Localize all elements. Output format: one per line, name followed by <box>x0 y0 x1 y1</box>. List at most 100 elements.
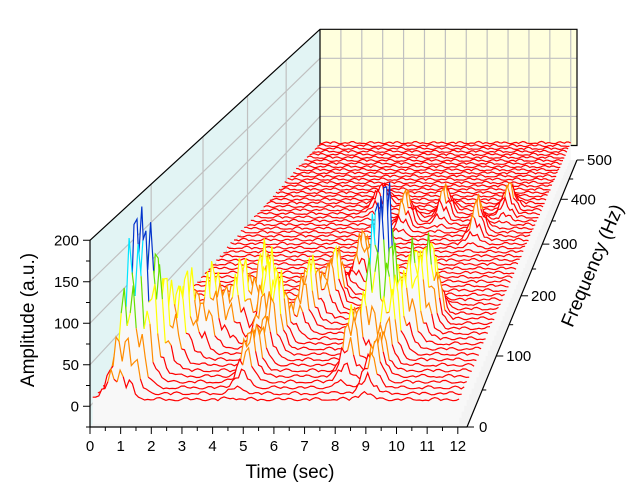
spectrum-segment <box>473 218 529 242</box>
spectrum-segment <box>439 297 493 326</box>
spectrum-segment <box>347 337 355 355</box>
spectrum-segment <box>306 155 565 160</box>
spectrum-segment <box>420 310 425 324</box>
x-tick-label: 3 <box>178 438 186 455</box>
spectrum-segment <box>332 245 340 279</box>
x-tick-label: 2 <box>147 438 155 455</box>
spectrum-segment <box>353 250 360 265</box>
spectrum-segment <box>480 208 533 234</box>
spectrum-segment <box>380 296 387 323</box>
spectrum-segment <box>209 290 220 319</box>
spectrum-segment <box>139 371 462 396</box>
spectrum-segment <box>371 271 376 293</box>
spectrum-segment <box>431 313 488 336</box>
spectrum-segment <box>240 208 477 234</box>
spectrum-segment <box>312 149 568 154</box>
spectrum-segment <box>445 196 539 219</box>
spectrum-segment <box>428 285 438 314</box>
spectrum-segment <box>304 158 564 163</box>
x-tick-label: 5 <box>239 438 247 455</box>
x-axis-title: Time (sec) <box>245 462 334 483</box>
y-tick-label: 150 <box>54 274 79 291</box>
spectrum-segment <box>122 376 460 402</box>
spectrum-segment <box>168 279 175 306</box>
spectrum-segment <box>512 197 542 212</box>
y-tick-label: 0 <box>71 398 79 415</box>
spectrum-segment <box>265 347 346 367</box>
spectrum-segment <box>208 260 218 303</box>
spectrum-segment <box>251 352 372 384</box>
spectrum-segment <box>269 331 353 362</box>
spectrum-segment <box>406 321 482 351</box>
spectrum-segment <box>272 189 548 198</box>
spectrum-segment <box>164 340 172 346</box>
spectrum-segment <box>189 316 200 333</box>
spectrum-segment <box>309 152 566 157</box>
spectrum-segment <box>173 304 178 319</box>
spectrum-segment <box>508 192 541 216</box>
y-axis-title: Amplitude (a.u.) <box>18 253 39 387</box>
spectrum-segment <box>423 322 486 341</box>
spectrum-segment <box>140 276 145 329</box>
spectrum-segment <box>436 313 491 331</box>
spectrum-segment <box>244 298 254 313</box>
spectrum-segment <box>359 291 367 319</box>
x-tick-label: 9 <box>362 438 370 455</box>
spectrum-segment <box>321 288 325 291</box>
spectrum-segment <box>311 290 316 308</box>
spectrum-segment <box>157 333 162 357</box>
spectrum-segment <box>142 230 150 303</box>
spectrum-segment <box>388 288 396 320</box>
spectrum-segment <box>440 288 499 311</box>
spectrum-segment <box>306 257 313 291</box>
wall-outline <box>89 28 578 241</box>
z-tick-label: 100 <box>506 348 531 365</box>
spectrum-segment <box>441 288 497 316</box>
spectrum-fill <box>113 219 470 400</box>
spectrum-segment <box>430 264 435 281</box>
spectrum-segment <box>314 146 569 151</box>
spectrum-segment <box>370 336 381 362</box>
spectrum-segment <box>319 140 571 145</box>
spectrum-segment <box>379 361 467 384</box>
spectrum-segment <box>240 327 257 359</box>
spectrum-segment <box>129 285 137 329</box>
spectrum-segment <box>242 346 253 367</box>
z-axis-line <box>466 159 578 428</box>
z-tick-label: 200 <box>531 288 556 305</box>
spectrum-segment <box>147 367 368 390</box>
spectrum-segment <box>113 378 118 383</box>
y-tick-label: 50 <box>62 357 79 374</box>
spectrum-segment <box>438 187 447 207</box>
x-tick-label: 10 <box>388 438 405 455</box>
spectrum-segment <box>149 324 154 363</box>
x-tick-label: 11 <box>419 438 435 455</box>
spectrum-segment <box>107 367 115 382</box>
spectrum-segment <box>301 161 562 166</box>
spectrum-segment <box>403 315 408 326</box>
spectrum-segment <box>400 330 479 356</box>
spectrum-segment <box>112 335 141 380</box>
spectrum-segment <box>291 283 310 318</box>
spectrum-segment <box>365 257 373 293</box>
spectrum-segment <box>386 311 390 314</box>
spectrum-segment <box>116 368 124 383</box>
spectrum-segment <box>135 328 149 378</box>
spectrum-segment <box>278 187 551 191</box>
spectrum-segment <box>317 143 570 148</box>
spectrum-line <box>102 285 465 412</box>
x-tick-label: 4 <box>208 438 216 455</box>
spectrum-segment <box>237 222 472 238</box>
x-tick-label: 6 <box>270 438 278 455</box>
spectrum-segment <box>382 351 470 379</box>
spectrum-segment <box>152 357 244 384</box>
spectrum-segment <box>220 283 234 305</box>
spectrum-segment <box>216 282 235 322</box>
spectrum-segment <box>287 177 556 182</box>
spectrum-segment <box>315 273 319 300</box>
spectrum-segment <box>433 271 441 298</box>
spectrum-segment <box>417 330 484 346</box>
spectrum-segment <box>471 199 480 224</box>
spectrum-segment <box>237 294 242 313</box>
